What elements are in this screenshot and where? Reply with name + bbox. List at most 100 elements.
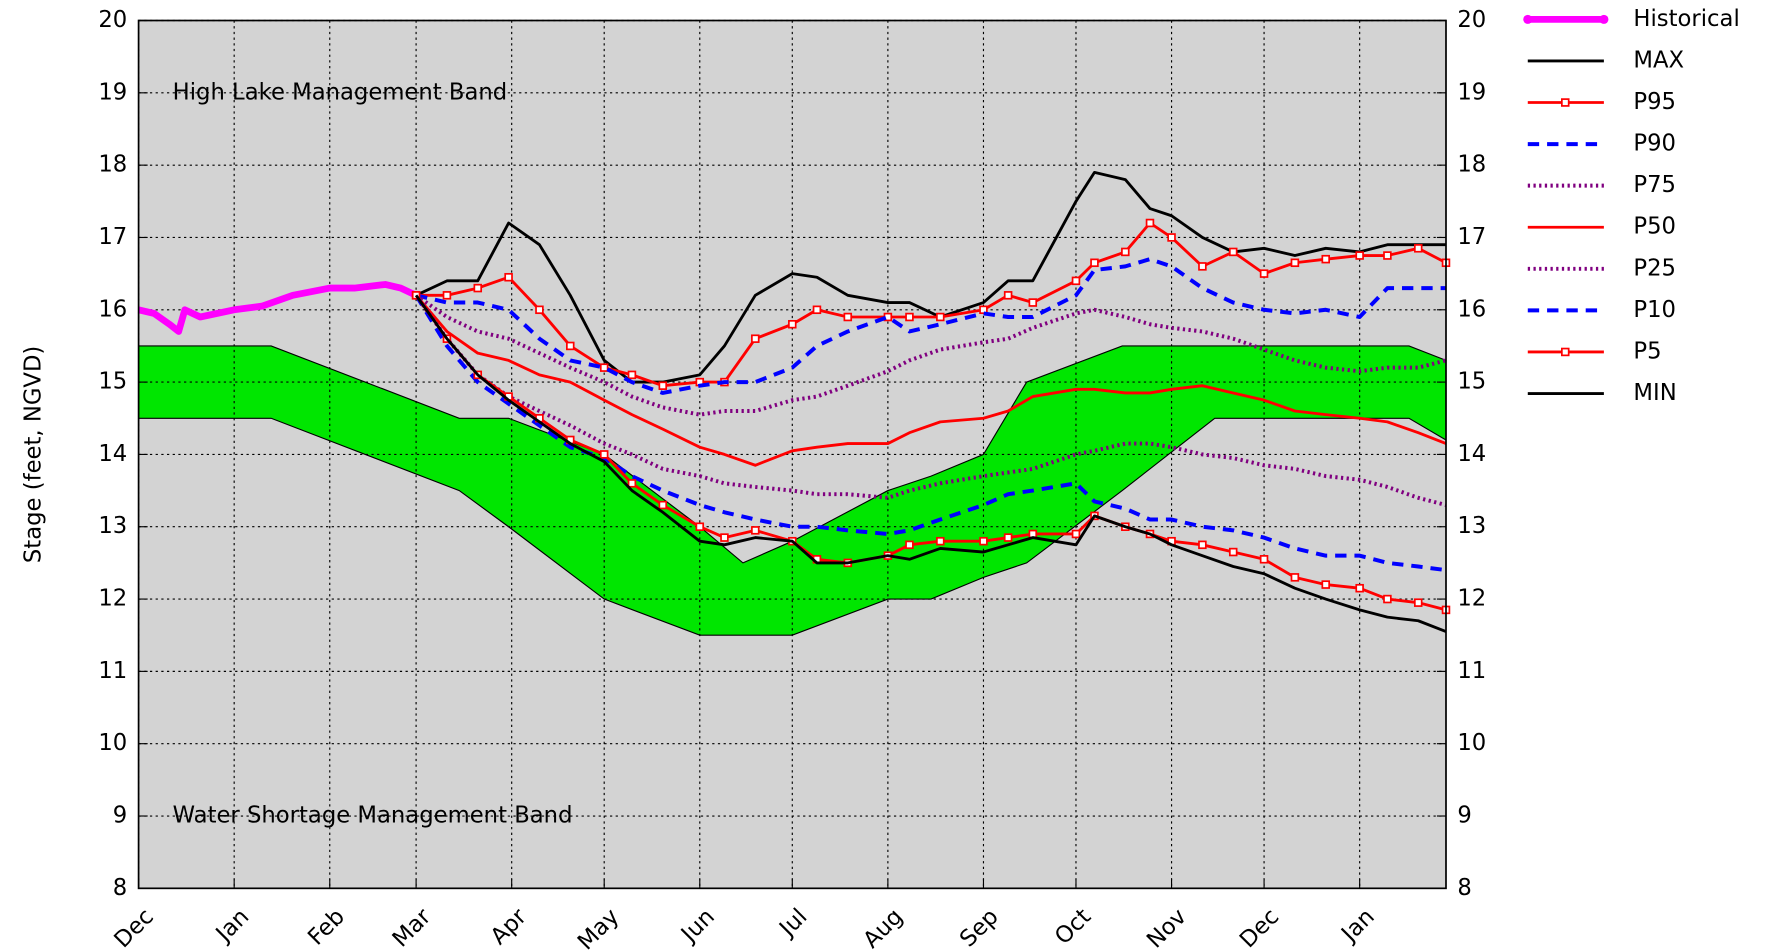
series-marker [566,341,575,351]
plot-frame [137,19,1447,890]
legend-label: MAX [1633,47,1684,73]
series-marker [1228,547,1238,557]
legend-item: P25 [1527,255,1676,281]
series-marker [720,533,729,542]
series-marker [1413,598,1423,607]
legend-item: P50 [1527,214,1676,240]
y2-tick-label: 18 [1457,152,1486,178]
y-tick-label: 8 [113,875,127,901]
legend-label: MIN [1633,380,1676,406]
series-marker [1003,291,1013,300]
series-marker [1167,233,1176,242]
series-marker [658,500,668,510]
legend-label: P90 [1633,131,1676,157]
series-marker [751,334,760,343]
series-marker [442,291,452,300]
series-marker [1321,580,1330,589]
y-axis-label: Stage (feet, NGVD) [21,346,47,563]
series-marker [658,381,668,390]
series-marker [843,312,853,322]
x-tick-label: Jun [675,904,720,949]
x-tick-label: Mar [388,903,437,952]
y2-tick-label: 9 [1457,803,1471,829]
series-marker [905,540,914,550]
x-tick-label: Nov [1142,904,1192,952]
series-marker [979,536,988,546]
series-marker [1145,218,1155,228]
y2-tick-label: 16 [1457,296,1486,322]
legend-item: Historical [1523,6,1740,32]
y2-tick-label: 12 [1457,586,1486,612]
x-tick-label: Dec [109,904,158,952]
y2-tick-label: 8 [1457,875,1471,901]
x-tick-label: Jul [773,904,812,943]
legend-item: P90 [1527,131,1676,157]
legend-item: MAX [1527,47,1684,73]
series-line [414,294,1447,633]
x-tick-label: Apr [486,903,533,950]
legend-label: P75 [1633,172,1676,198]
series-marker [504,272,513,282]
series-marker [905,312,914,322]
series-marker [1290,258,1300,268]
series-marker [1321,254,1330,264]
series-marker [936,312,945,322]
legend-marker [1561,98,1570,107]
series-marker [1228,247,1238,257]
series-marker [1071,529,1081,539]
series-marker [1198,262,1207,271]
y2-tick-label: 13 [1457,513,1486,539]
series-marker [535,305,544,315]
y-tick-label: 20 [98,7,127,33]
legend-label: Historical [1633,6,1739,32]
y-tick-label: 9 [113,803,127,829]
series-marker [751,526,760,535]
y2-tick-label: 19 [1457,79,1486,105]
legend-item: P95 [1527,89,1676,115]
series-marker [1413,244,1423,253]
y-tick-label: 18 [98,152,127,178]
x-tick-label: Aug [858,904,908,952]
series-line [415,257,1446,395]
series-line [414,294,1447,573]
series-marker [627,479,637,488]
legend-item: P75 [1527,172,1676,198]
series-marker [1071,276,1081,286]
x-tick-label: Jan [1335,904,1380,949]
legend-item: P5 [1527,338,1662,364]
annotation: Water Shortage Management Band [173,803,573,829]
x-tick-label: Feb [303,904,350,951]
y-tick-label: 16 [98,296,127,322]
series-marker [1290,573,1300,582]
series-marker [1259,555,1269,564]
y-tick-label: 17 [98,224,127,250]
series-line [137,281,418,335]
series-marker [1121,247,1130,257]
legend-item: MIN [1527,380,1677,406]
y2-tick-label: 14 [1457,441,1486,467]
x-tick-label: Oct [1050,904,1096,950]
x-tick-label: May [573,904,625,952]
legend-label: P10 [1633,297,1676,323]
y-tick-label: 10 [98,730,127,756]
series-marker [1383,594,1392,604]
series-marker [1383,251,1392,260]
series-marker [1028,298,1038,307]
legend-label: P25 [1633,255,1676,281]
y-tick-label: 12 [98,586,127,612]
y2-tick-label: 10 [1457,730,1486,756]
series-marker [936,536,945,546]
y2-tick-label: 20 [1457,7,1486,33]
series-line [414,294,1447,507]
y2-tick-label: 11 [1457,658,1486,684]
y2-tick-label: 17 [1457,224,1486,250]
x-tick-label: Jan [210,904,255,949]
y2-tick-label: 15 [1457,369,1486,395]
legend-item: P10 [1527,297,1676,323]
series-marker [1355,583,1364,593]
series-marker [599,363,609,372]
legend-marker [1523,14,1533,24]
y-tick-label: 11 [98,658,127,684]
